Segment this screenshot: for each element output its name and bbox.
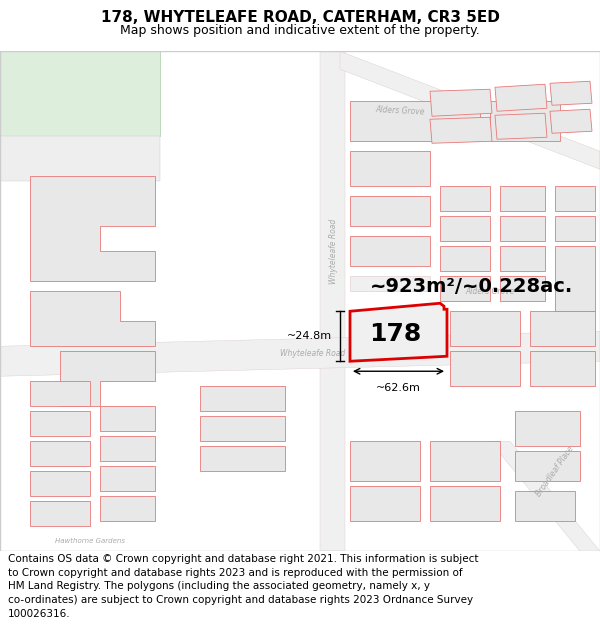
Polygon shape [440, 276, 490, 301]
Polygon shape [0, 331, 600, 376]
Text: Alders Grove: Alders Grove [375, 106, 425, 117]
Polygon shape [515, 451, 580, 481]
Text: Whyteleafe Road: Whyteleafe Road [280, 349, 345, 358]
Polygon shape [430, 441, 500, 481]
Polygon shape [555, 246, 595, 311]
Polygon shape [200, 386, 285, 411]
Polygon shape [100, 466, 155, 491]
Polygon shape [530, 351, 595, 386]
Text: co-ordinates) are subject to Crown copyright and database rights 2023 Ordnance S: co-ordinates) are subject to Crown copyr… [8, 595, 473, 605]
Polygon shape [30, 411, 90, 436]
Text: Broadleaf Place: Broadleaf Place [534, 444, 576, 498]
Text: to Crown copyright and database rights 2023 and is reproduced with the permissio: to Crown copyright and database rights 2… [8, 568, 463, 578]
Text: Whyteleafe Road: Whyteleafe Road [329, 219, 337, 284]
Polygon shape [200, 446, 285, 471]
Text: 178, WHYTELEAFE ROAD, CATERHAM, CR3 5ED: 178, WHYTELEAFE ROAD, CATERHAM, CR3 5ED [101, 10, 499, 25]
Polygon shape [350, 303, 447, 361]
Polygon shape [490, 441, 600, 551]
Text: Alders Grove: Alders Grove [466, 287, 515, 296]
Polygon shape [495, 84, 547, 111]
Polygon shape [515, 411, 580, 446]
Polygon shape [500, 216, 545, 241]
Text: HM Land Registry. The polygons (including the associated geometry, namely x, y: HM Land Registry. The polygons (includin… [8, 581, 430, 591]
Polygon shape [440, 216, 490, 241]
Polygon shape [340, 51, 600, 169]
Text: ~923m²/~0.228ac.: ~923m²/~0.228ac. [370, 277, 573, 296]
Polygon shape [350, 276, 430, 291]
Polygon shape [430, 118, 492, 143]
Polygon shape [320, 51, 345, 551]
Polygon shape [60, 351, 155, 406]
Text: 100026316.: 100026316. [8, 609, 70, 619]
Polygon shape [100, 436, 155, 461]
Polygon shape [350, 196, 430, 226]
Text: ~24.8m: ~24.8m [287, 331, 332, 341]
Polygon shape [440, 186, 490, 211]
Polygon shape [440, 246, 490, 271]
Polygon shape [450, 311, 520, 346]
Polygon shape [500, 246, 545, 271]
Polygon shape [555, 186, 595, 211]
Polygon shape [500, 186, 545, 211]
Polygon shape [350, 101, 480, 141]
Polygon shape [0, 136, 160, 181]
Polygon shape [30, 471, 90, 496]
Polygon shape [200, 416, 285, 441]
Polygon shape [515, 491, 575, 521]
Polygon shape [530, 311, 595, 346]
Text: 178: 178 [369, 322, 421, 346]
Polygon shape [100, 496, 155, 521]
Polygon shape [350, 441, 420, 481]
Polygon shape [30, 501, 90, 526]
Polygon shape [350, 486, 420, 521]
Polygon shape [490, 101, 560, 141]
Polygon shape [550, 109, 592, 133]
Polygon shape [0, 51, 160, 136]
Text: Contains OS data © Crown copyright and database right 2021. This information is : Contains OS data © Crown copyright and d… [8, 554, 478, 564]
Polygon shape [500, 276, 545, 301]
Polygon shape [30, 176, 155, 281]
Polygon shape [550, 81, 592, 105]
Polygon shape [450, 351, 520, 386]
Polygon shape [430, 486, 500, 521]
Polygon shape [30, 291, 155, 346]
Polygon shape [350, 236, 430, 266]
Text: Hawthorne Gardens: Hawthorne Gardens [55, 538, 125, 544]
Polygon shape [100, 406, 155, 431]
Polygon shape [350, 151, 430, 186]
Text: ~62.6m: ~62.6m [376, 383, 421, 393]
Polygon shape [30, 381, 90, 406]
Polygon shape [30, 441, 90, 466]
Polygon shape [495, 113, 547, 139]
Polygon shape [430, 89, 492, 116]
Polygon shape [555, 216, 595, 241]
Text: Map shows position and indicative extent of the property.: Map shows position and indicative extent… [120, 24, 480, 37]
